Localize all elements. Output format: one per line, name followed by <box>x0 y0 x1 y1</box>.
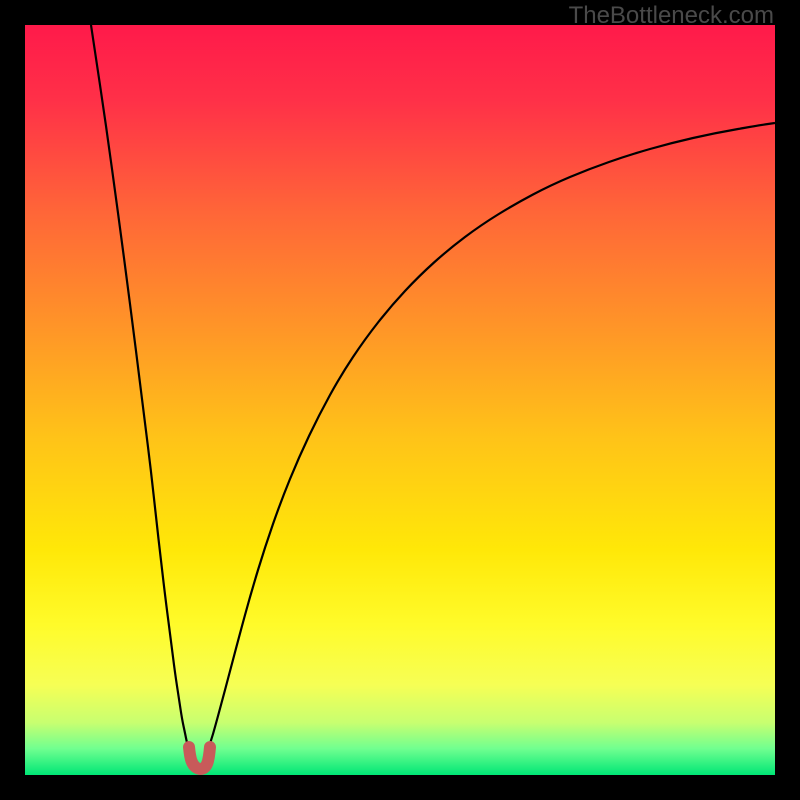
curve-layer <box>25 25 775 775</box>
chart-stage: TheBottleneck.com <box>0 0 800 800</box>
curve-right-branch <box>208 123 775 749</box>
plot-area <box>25 25 775 775</box>
curve-left-branch <box>91 25 189 749</box>
watermark-text: TheBottleneck.com <box>569 2 774 30</box>
curve-valley-marker <box>189 747 210 769</box>
